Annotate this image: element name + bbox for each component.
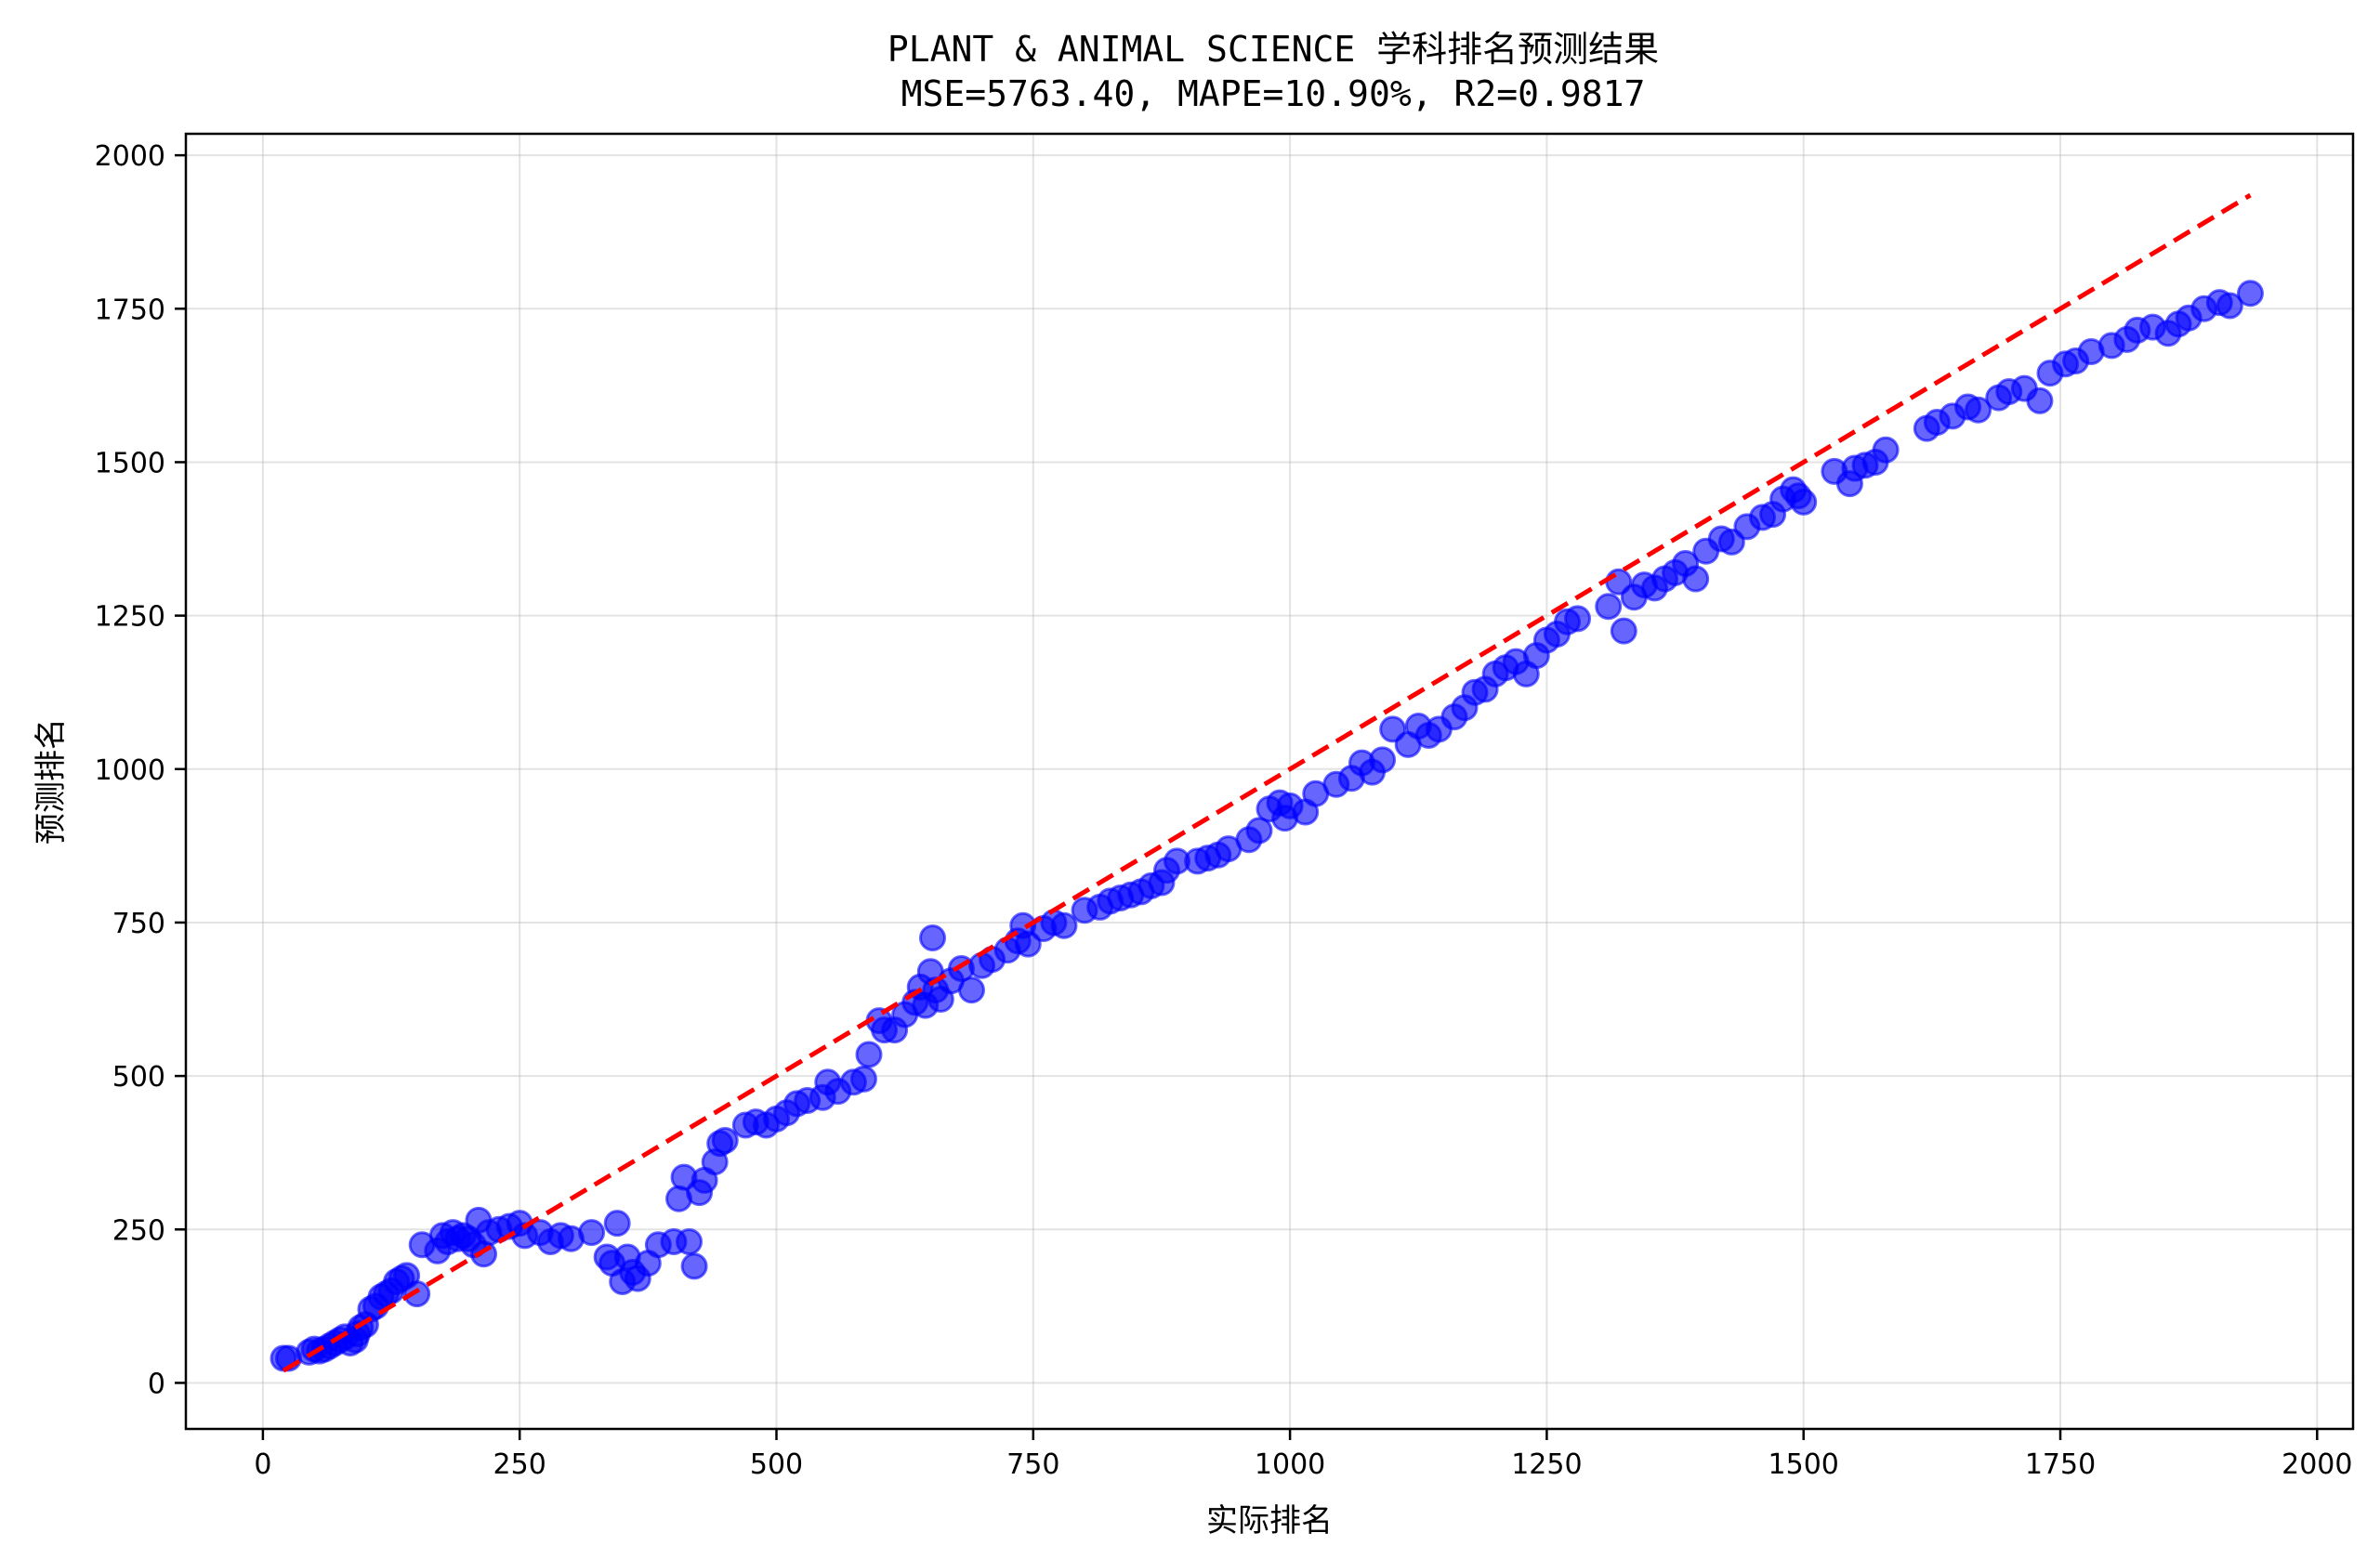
y-tick-label-6: 1500 (95, 447, 165, 479)
data-point (1369, 746, 1397, 774)
x-tick-label-0: 0 (254, 1448, 271, 1481)
y-tick-label-3: 750 (112, 908, 165, 940)
data-point (1595, 593, 1623, 621)
x-tick-label-4: 1000 (1255, 1448, 1325, 1481)
data-point (1610, 617, 1637, 645)
data-point (1564, 605, 1592, 633)
reference-line-layer (282, 192, 2252, 1373)
x-tick-label-8: 2000 (2281, 1448, 2352, 1481)
reference-line (282, 192, 2252, 1373)
y-tick-label-8: 2000 (95, 140, 165, 173)
data-point (603, 1210, 631, 1238)
chart-title: PLANT & ANIMAL SCIENCE 学科排名预测结果 (888, 29, 1659, 70)
data-point (680, 1252, 708, 1280)
y-tick-label-1: 250 (112, 1214, 165, 1247)
data-point (1050, 911, 1078, 939)
x-tick-label-3: 750 (1006, 1448, 1059, 1481)
data-point (711, 1126, 739, 1154)
data-point (1245, 817, 1273, 845)
x-axis-label: 实际排名 (1206, 1502, 1333, 1539)
data-point (403, 1280, 431, 1308)
x-tick-label-1: 250 (493, 1448, 546, 1481)
data-point (1682, 565, 1710, 593)
data-point (1965, 396, 1992, 424)
y-tick-label-5: 1250 (95, 601, 165, 634)
chart-subtitle: MSE=5763.40, MAPE=10.90%, R2=0.9817 (901, 73, 1646, 114)
data-point (578, 1219, 606, 1247)
data-points (270, 280, 2264, 1372)
data-point (2236, 280, 2264, 308)
x-tick-label-5: 1250 (1511, 1448, 1582, 1481)
axis-ticks: 0 250 500 750 1000 1250 1500 1750 2000 0 250 500 750… (95, 140, 2353, 1481)
data-point (2216, 292, 2243, 320)
x-tick-label-6: 1500 (1769, 1448, 1839, 1481)
y-tick-label-0: 0 (148, 1368, 165, 1400)
data-point (2026, 386, 2054, 414)
y-tick-label-2: 500 (112, 1061, 165, 1094)
data-point (957, 976, 985, 1004)
y-axis-label: 预测排名 (33, 718, 70, 845)
data-point (1790, 488, 1818, 516)
data-point (676, 1227, 703, 1255)
y-tick-label-7: 1750 (95, 294, 165, 326)
plot-frame (184, 132, 2355, 1431)
data-point (855, 1041, 883, 1068)
x-tick-label-7: 1750 (2025, 1448, 2096, 1481)
data-point (918, 924, 946, 951)
data-point (849, 1065, 877, 1093)
y-tick-label-4: 1000 (95, 754, 165, 787)
x-tick-label-2: 500 (750, 1448, 803, 1481)
data-point (1872, 436, 1900, 464)
